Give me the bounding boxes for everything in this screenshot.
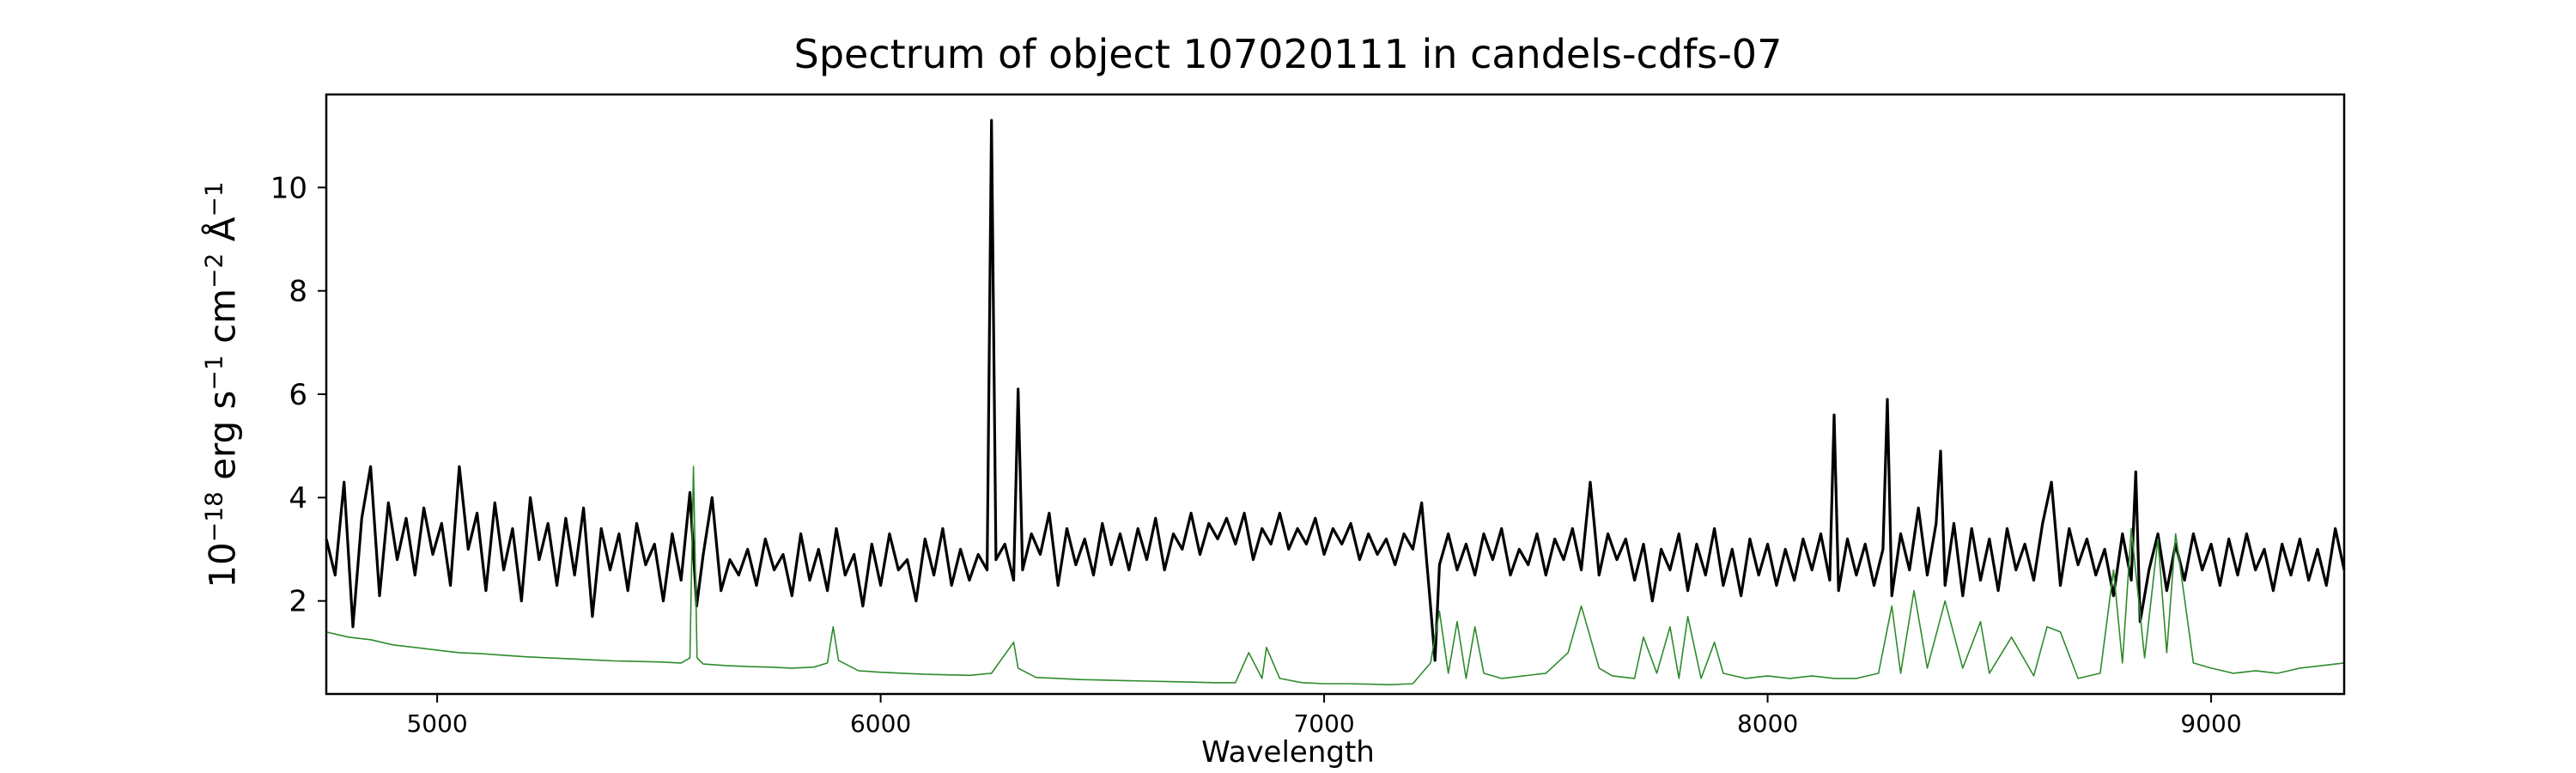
chart-title: Spectrum of object 107020111 in candels-… xyxy=(793,31,1783,77)
y-axis-label-exp-2: −1 xyxy=(199,355,228,391)
y-axis-label-part-1: erg s xyxy=(201,390,244,492)
y-axis-label-part-2: cm xyxy=(201,288,244,356)
y-tick-label: 4 xyxy=(289,481,307,515)
x-tick-label: 9000 xyxy=(2180,709,2241,738)
spectrum-error-line xyxy=(325,466,2345,685)
y-tick-label: 6 xyxy=(289,378,307,412)
plot-background xyxy=(326,94,2344,694)
y-axis-label-exp-3: −2 xyxy=(199,253,228,289)
x-axis-label: Wavelength xyxy=(1201,735,1375,770)
y-tick-label: 10 xyxy=(270,171,307,205)
x-tick-label: 6000 xyxy=(850,709,911,738)
y-axis-label: 10−18 erg s−1 cm−2 Å−1 xyxy=(200,181,244,587)
series-layer xyxy=(325,119,2346,685)
y-axis-label-exp-4: −1 xyxy=(199,181,228,217)
x-tick-label: 8000 xyxy=(1737,709,1798,738)
tick-layer: 5000 6000 7000 8000 9000 2 4 6 8 10 xyxy=(270,171,2242,738)
plot-frame xyxy=(325,93,2346,696)
y-axis-label-part-3: Å xyxy=(201,216,244,253)
x-tick-label: 7000 xyxy=(1293,709,1354,738)
y-axis-label-exp-1: −18 xyxy=(199,491,228,543)
x-tick-label: 5000 xyxy=(406,709,467,738)
y-axis-label-base: 10 xyxy=(201,542,244,588)
y-tick-label: 8 xyxy=(289,275,307,309)
spectrum-flux-line xyxy=(325,119,2346,662)
y-tick-label: 2 xyxy=(289,585,307,619)
